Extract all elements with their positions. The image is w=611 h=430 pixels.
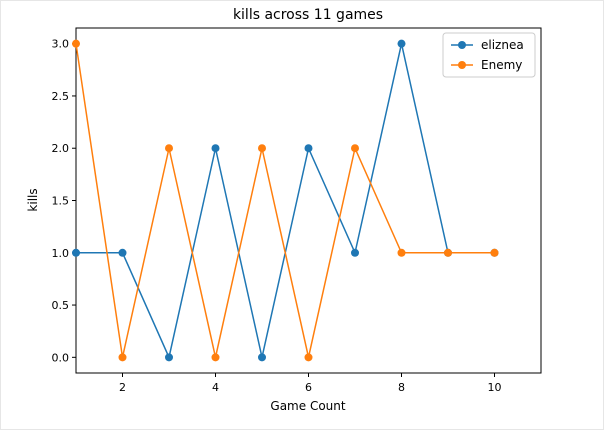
x-tick-label: 2 (119, 381, 126, 394)
y-axis-ticks: 0.0 0.5 1.0 1.5 2.0 2.5 3.0 (52, 38, 76, 364)
legend: eliznea Enemy (442, 32, 536, 78)
legend-swatch-marker (458, 61, 466, 69)
legend-box (442, 32, 536, 78)
data-point (304, 353, 313, 362)
data-point (118, 353, 127, 362)
x-tick-label: 10 (488, 381, 502, 394)
y-tick-label: 2.5 (52, 90, 70, 103)
series-enemy (72, 39, 499, 362)
x-tick-label: 6 (305, 381, 312, 394)
data-point (118, 248, 127, 257)
legend-item: eliznea (451, 38, 524, 52)
x-axis-label: Game Count (270, 399, 345, 413)
y-tick-label: 0.0 (52, 351, 70, 364)
chart-title: kills across 11 games (233, 7, 383, 23)
data-point (351, 144, 359, 153)
y-tick-label: 0.5 (52, 299, 70, 312)
y-tick-label: 2.0 (52, 142, 70, 155)
y-tick-label: 1.0 (52, 247, 70, 260)
data-point (165, 144, 173, 153)
series-layer (72, 39, 499, 362)
data-point (397, 39, 406, 48)
data-point (397, 248, 406, 257)
data-point (304, 144, 313, 153)
data-point (490, 248, 499, 257)
legend-item: Enemy (451, 58, 522, 72)
y-axis-label: kills (26, 188, 40, 211)
series-line (75, 43, 495, 358)
x-tick-label: 4 (212, 381, 219, 394)
y-tick-label: 1.5 (52, 195, 70, 208)
plot-area: 2 4 6 8 10 0.0 0.5 1.0 1.5 2.0 2.5 3.0 (52, 27, 542, 394)
data-point (72, 39, 80, 48)
legend-label: Enemy (481, 58, 522, 72)
data-point (211, 353, 220, 362)
x-axis-ticks: 2 4 6 8 10 (119, 373, 502, 394)
data-point (444, 248, 452, 257)
data-point (165, 353, 173, 362)
legend-label: eliznea (481, 38, 524, 52)
data-point (351, 248, 359, 257)
data-point (72, 248, 80, 257)
data-point (258, 144, 266, 153)
data-point (258, 353, 266, 362)
y-tick-label: 3.0 (52, 38, 70, 51)
legend-swatch-marker (458, 41, 466, 49)
x-tick-label: 8 (398, 381, 405, 394)
data-point (211, 144, 220, 153)
